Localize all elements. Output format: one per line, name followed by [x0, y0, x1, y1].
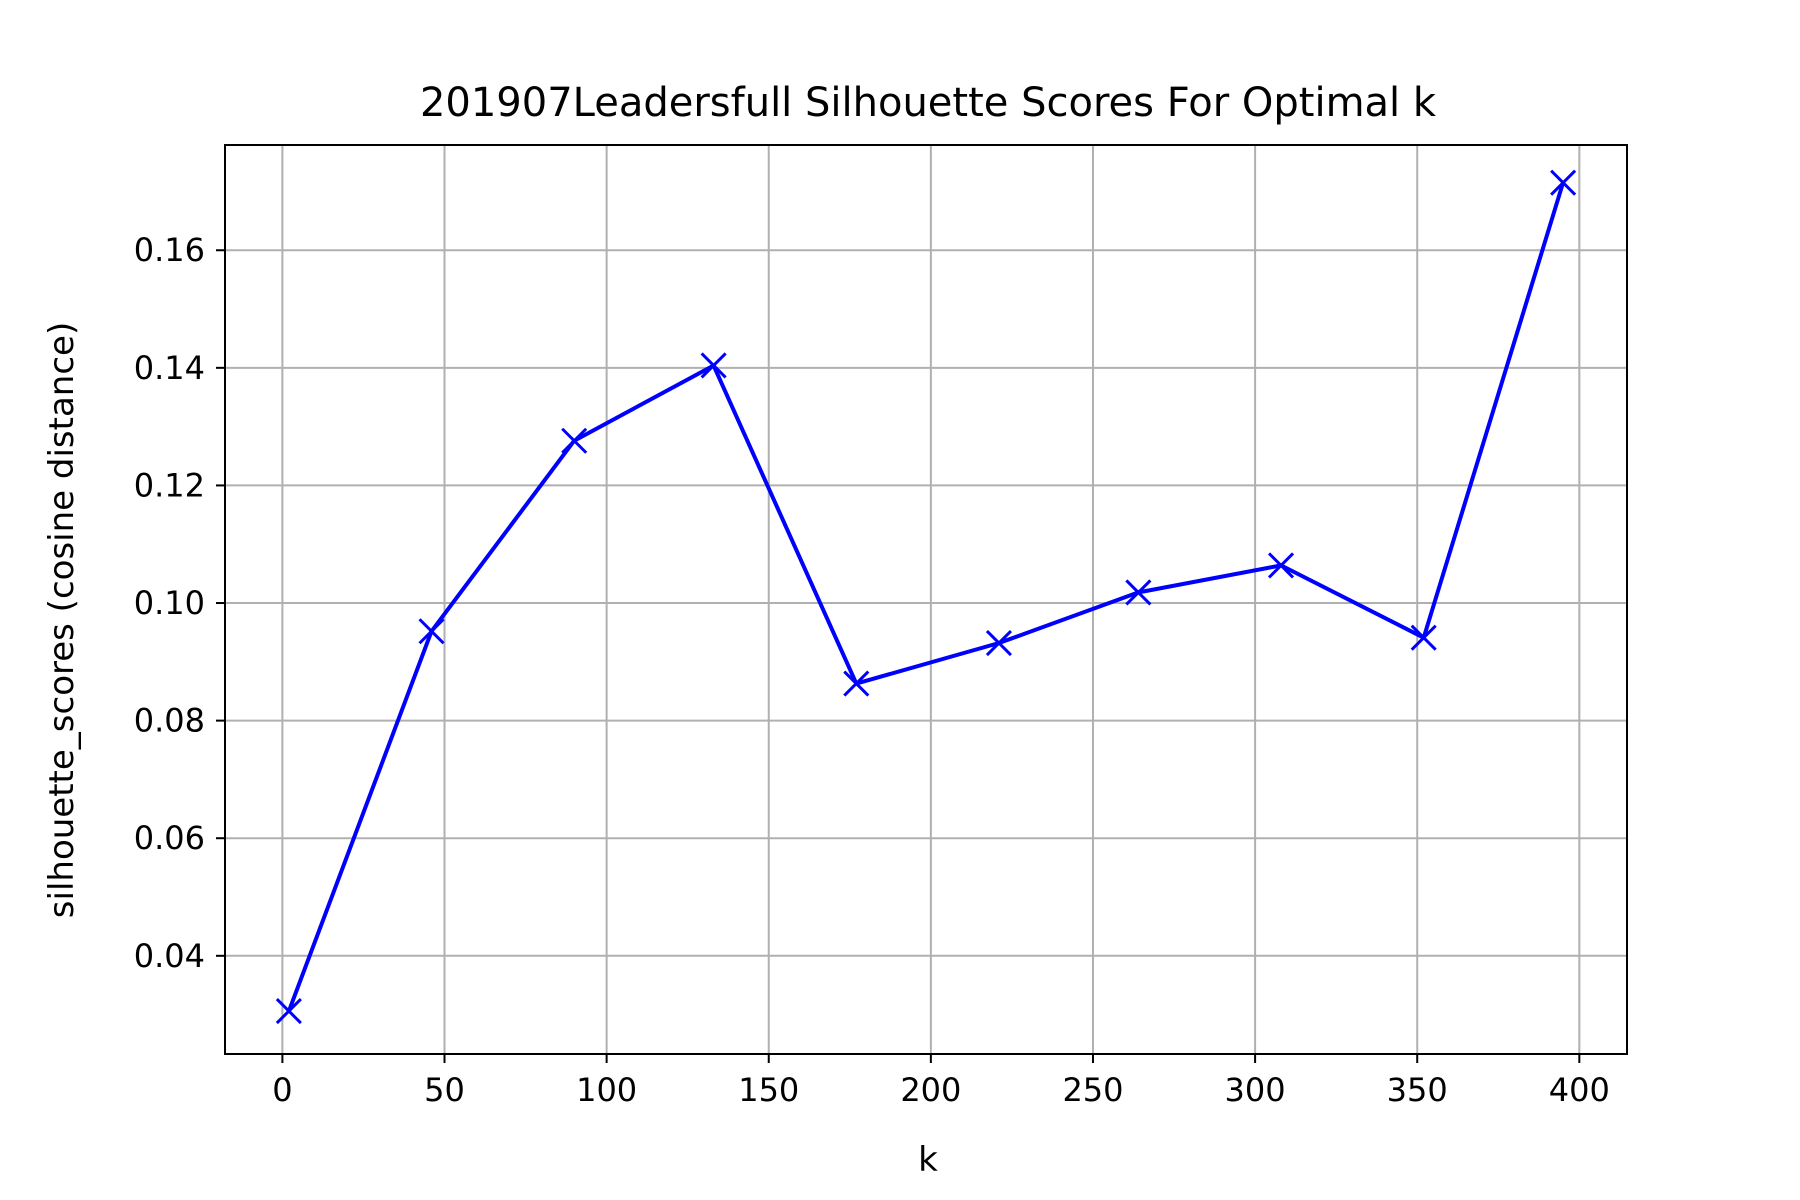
data-point [985, 629, 1013, 657]
y-tick-label: 0.04 [134, 937, 205, 975]
x-axis-label: k [918, 1140, 938, 1180]
y-tick-label: 0.14 [134, 349, 205, 387]
data-point [418, 618, 445, 645]
data-point [700, 352, 727, 379]
y-tick-label: 0.06 [134, 819, 205, 857]
y-tick-label: 0.08 [134, 702, 205, 740]
data-point [1125, 579, 1152, 606]
data-point [275, 998, 302, 1025]
x-tick-label: 50 [424, 1071, 465, 1109]
x-tick-label: 100 [576, 1071, 637, 1109]
grid-lines [225, 145, 1627, 1054]
series-line [287, 182, 1566, 1012]
y-axis: 0.04 0.06 0.08 0.10 0.12 0.14 0.16 [134, 231, 225, 975]
y-tick-label: 0.16 [134, 231, 205, 269]
data-point [561, 427, 588, 454]
y-tick-label: 0.12 [134, 466, 205, 504]
x-axis: 0 50 100 150 200 250 300 350 400 [272, 1054, 1610, 1109]
data-point [1550, 169, 1577, 196]
x-tick-label: 250 [1062, 1071, 1123, 1109]
y-tick-label: 0.10 [134, 584, 205, 622]
data-point [1267, 552, 1295, 579]
y-axis-label: silhouette_scores (cosine distance) [42, 322, 82, 918]
data-point [843, 670, 870, 697]
x-tick-label: 150 [738, 1071, 799, 1109]
x-tick-label: 300 [1225, 1071, 1286, 1109]
data-point [1410, 624, 1437, 651]
series-layer [275, 169, 1577, 1025]
x-tick-label: 0 [272, 1071, 292, 1109]
x-tick-label: 350 [1387, 1071, 1448, 1109]
x-tick-label: 200 [900, 1071, 961, 1109]
x-tick-label: 400 [1549, 1071, 1610, 1109]
chart-title: 201907Leadersfull Silhouette Scores For … [420, 80, 1437, 126]
plot-frame [224, 144, 1628, 1055]
